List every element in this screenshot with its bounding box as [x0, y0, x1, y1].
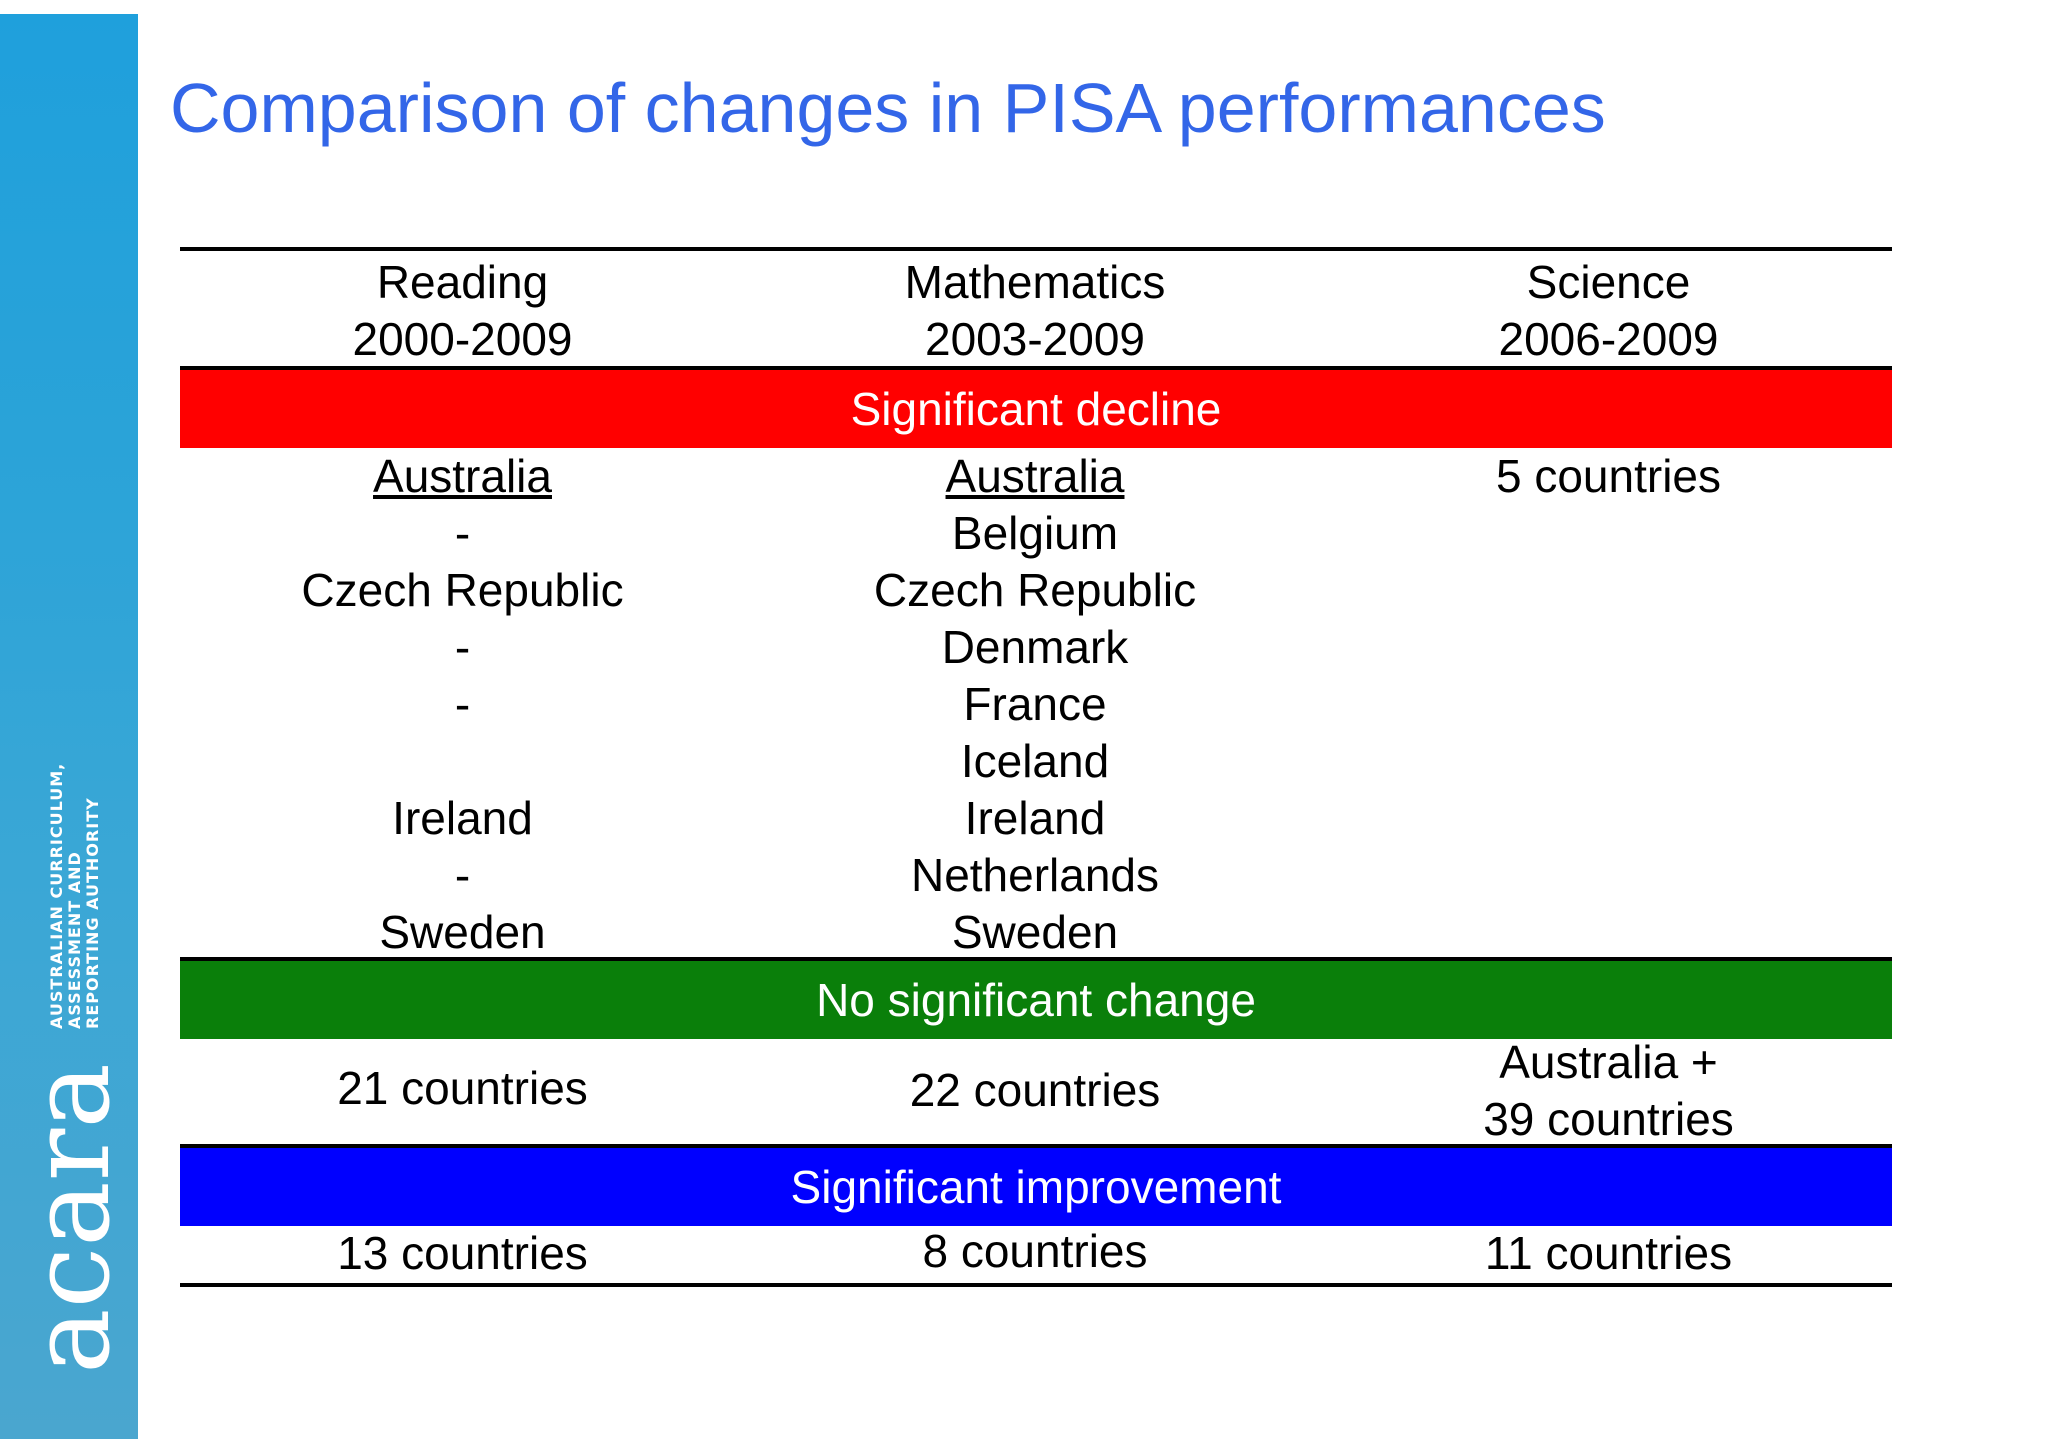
- no-change-mathematics: 22 countries: [909, 1064, 1161, 1116]
- header-reading: Reading 2000-2009: [180, 254, 745, 368]
- list-item: -: [454, 507, 471, 559]
- list-item: Australia: [373, 450, 552, 502]
- list-item: Australia +: [1499, 1036, 1718, 1088]
- list-item: Czech Republic: [301, 564, 624, 616]
- sidebar-banner: acara AUSTRALIAN CURRICULUM, ASSESSMENT …: [0, 14, 138, 1439]
- band-no-significant-change: No significant change: [180, 961, 1892, 1039]
- header-bottom-rule: [180, 366, 1892, 370]
- decline-bottom-rule: [180, 957, 1892, 961]
- header-period: 2000-2009: [352, 313, 573, 365]
- header-mathematics: Mathematics 2003-2009: [745, 254, 1325, 368]
- tagline-line: REPORTING AUTHORITY: [83, 797, 102, 1029]
- decline-reading-list: Australia - Czech Republic - - Ireland -…: [180, 448, 745, 961]
- table-bottom-rule: [180, 1283, 1892, 1287]
- logo-tagline: AUSTRALIAN CURRICULUM, ASSESSMENT AND RE…: [47, 762, 102, 1029]
- list-item: Netherlands: [910, 849, 1160, 901]
- list-item: France: [963, 678, 1107, 730]
- list-item: -: [454, 849, 471, 901]
- band-significant-improvement: Significant improvement: [180, 1148, 1892, 1226]
- slide-title: Comparison of changes in PISA performanc…: [170, 69, 1606, 147]
- improvement-reading: 13 countries: [337, 1227, 588, 1279]
- header-subject: Science: [1526, 256, 1691, 308]
- list-item: Sweden: [379, 906, 546, 958]
- decline-science-list: 5 countries: [1325, 448, 1892, 505]
- no-change-bottom-rule: [180, 1144, 1892, 1148]
- acara-logo: acara: [6, 1063, 134, 1374]
- improvement-mathematics: 8 countries: [922, 1225, 1148, 1277]
- header-science: Science 2006-2009: [1325, 254, 1892, 368]
- list-item: Denmark: [941, 621, 1129, 673]
- list-item: Belgium: [951, 507, 1119, 559]
- list-item: Czech Republic: [873, 564, 1197, 616]
- list-item: -: [454, 678, 471, 730]
- decline-mathematics-list: Australia Belgium Czech Republic Denmark…: [745, 448, 1325, 961]
- no-change-science: Australia + 39 countries: [1325, 1034, 1892, 1148]
- list-item-empty: [180, 733, 745, 790]
- header-subject: Reading: [376, 256, 549, 308]
- table-top-rule: [180, 247, 1892, 251]
- list-item: 5 countries: [1495, 450, 1721, 502]
- improvement-science: 11 countries: [1484, 1227, 1733, 1279]
- list-item: Ireland: [964, 792, 1106, 844]
- list-item: Sweden: [951, 906, 1119, 958]
- no-change-reading: 21 countries: [337, 1062, 588, 1114]
- header-period: 2006-2009: [1498, 313, 1719, 365]
- list-item: 39 countries: [1483, 1093, 1734, 1145]
- list-item: Ireland: [392, 792, 533, 844]
- list-item: Australia: [945, 450, 1125, 502]
- header-period: 2003-2009: [925, 313, 1145, 365]
- list-item: -: [454, 621, 471, 673]
- tagline-line: AUSTRALIAN CURRICULUM,: [47, 762, 66, 1029]
- tagline-line: ASSESSMENT AND: [65, 851, 84, 1029]
- header-subject: Mathematics: [904, 256, 1166, 308]
- band-significant-decline: Significant decline: [180, 370, 1892, 448]
- list-item: Iceland: [960, 735, 1110, 787]
